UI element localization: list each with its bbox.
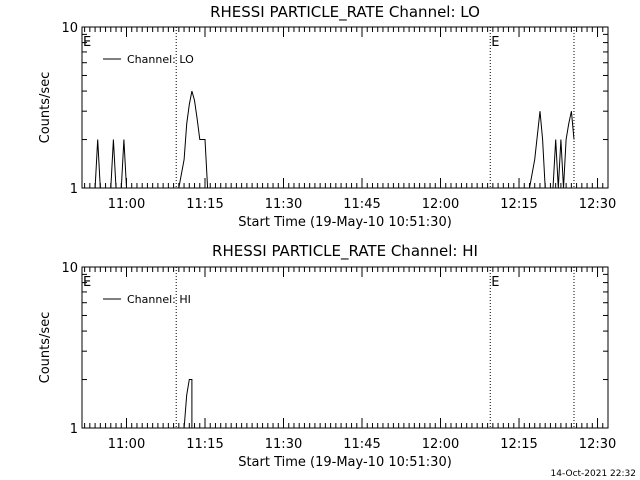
- legend-label: Channel: LO: [127, 53, 194, 66]
- x-tick-label: 12:15: [500, 197, 537, 212]
- plot-frame: [81, 26, 609, 189]
- x-tick-label: 11:15: [186, 437, 223, 452]
- x-tick-label: 11:30: [265, 197, 302, 212]
- x-tick-label: 11:45: [343, 197, 380, 212]
- y-tick-label: 10: [61, 261, 78, 276]
- x-tick-label: 11:15: [186, 197, 223, 212]
- y-tick-label: 10: [61, 21, 78, 36]
- x-tick-label: 11:00: [108, 437, 145, 452]
- footer-timestamp: 14-Oct-2021 22:32: [551, 469, 636, 479]
- y-tick-label: 1: [70, 422, 78, 437]
- x-tick-label: 12:00: [422, 437, 459, 452]
- legend-label: Channel: HI: [127, 293, 191, 306]
- plot-frame: [81, 266, 609, 429]
- chart-title: RHESSI PARTICLE_RATE Channel: HI: [212, 242, 478, 261]
- series-line: [183, 379, 193, 429]
- x-axis-label: Start Time (19-May-10 10:51:30): [238, 215, 452, 230]
- y-axis-label: Counts/sec: [38, 72, 53, 144]
- chart-panel-2: [81, 266, 609, 429]
- y-tick-label: 1: [70, 182, 78, 197]
- event-marker-label: E: [83, 35, 91, 50]
- x-tick-label: 11:00: [108, 197, 145, 212]
- chart-panel-1: [81, 26, 609, 189]
- x-tick-label: 12:15: [500, 437, 537, 452]
- series-line: [94, 90, 575, 189]
- x-tick-label: 12:30: [579, 437, 616, 452]
- y-axis-label: Counts/sec: [38, 312, 53, 384]
- x-tick-label: 11:30: [265, 437, 302, 452]
- event-marker-label: E: [491, 275, 499, 290]
- x-tick-label: 12:30: [579, 197, 616, 212]
- event-marker-label: E: [491, 35, 499, 50]
- x-tick-label: 12:00: [422, 197, 459, 212]
- x-axis-label: Start Time (19-May-10 10:51:30): [238, 455, 452, 470]
- event-marker-label: E: [83, 275, 91, 290]
- x-tick-label: 11:45: [343, 437, 380, 452]
- chart-title: RHESSI PARTICLE_RATE Channel: LO: [210, 3, 480, 22]
